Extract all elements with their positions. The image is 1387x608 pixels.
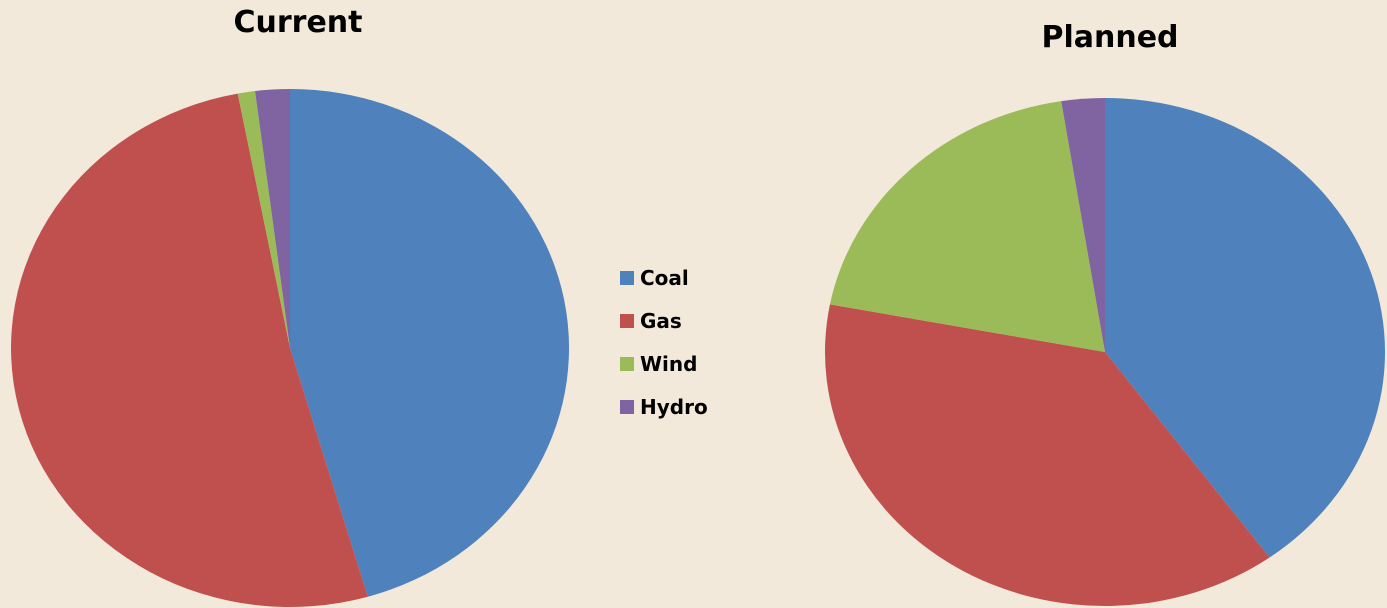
legend-swatch-coal [620,271,634,285]
pie-slice-planned-coal [1105,98,1385,558]
legend: Coal Gas Wind Hydro [620,266,708,419]
pie-slice-current-coal [290,89,570,597]
legend-label-coal: Coal [640,266,689,290]
legend-swatch-gas [620,314,634,328]
legend-label-wind: Wind [640,352,697,376]
legend-item-wind: Wind [620,352,697,376]
legend-item-gas: Gas [620,309,682,333]
legend-item-coal: Coal [620,266,689,290]
legend-label-hydro: Hydro [640,395,708,419]
pie-slices-planned [825,98,1385,606]
legend-label-gas: Gas [640,309,682,333]
pie-slices-current [11,89,570,607]
chart-title-current: Current [233,5,362,40]
pie-slice-current-hydro [255,89,290,348]
pie-slice-current-gas [11,93,368,607]
pie-slice-planned-gas [825,304,1270,606]
legend-item-hydro: Hydro [620,395,708,419]
pie-slice-planned-wind [829,101,1105,352]
pie-slice-planned-hydro [1061,98,1105,352]
pie-chart-current: Current [11,5,570,607]
pie-chart-planned: Planned [825,20,1385,606]
pie-slice-current-wind [237,91,290,348]
legend-swatch-wind [620,357,634,371]
chart-title-planned: Planned [1041,20,1178,55]
legend-swatch-hydro [620,400,634,414]
